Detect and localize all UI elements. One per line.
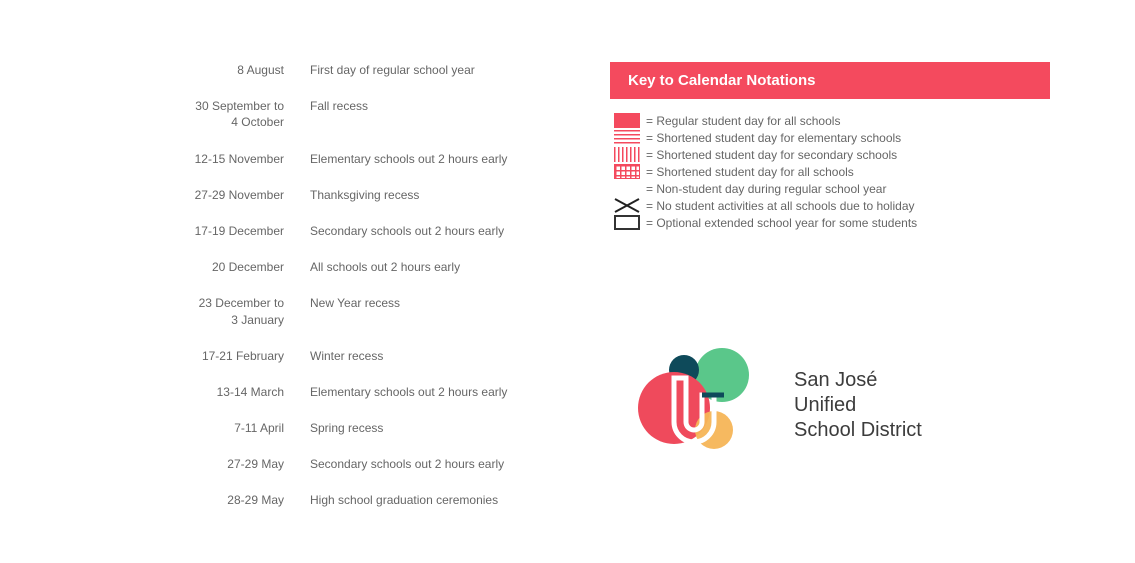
event-date: 13-14 March bbox=[0, 384, 310, 400]
event-row: 17-21 FebruaryWinter recess bbox=[0, 348, 560, 364]
event-row: 27-29 NovemberThanksgiving recess bbox=[0, 187, 560, 203]
key-item: = Shortened student day for elementary s… bbox=[610, 130, 1095, 145]
key-header: Key to Calendar Notations bbox=[610, 62, 1050, 99]
district-logo-block: San José Unified School District bbox=[624, 340, 922, 470]
event-description: Spring recess bbox=[310, 420, 560, 436]
key-item-label: = Non-student day during regular school … bbox=[646, 182, 886, 196]
key-item-label: = Optional extended school year for some… bbox=[646, 216, 917, 230]
key-item-label: = Shortened student day for elementary s… bbox=[646, 131, 901, 145]
district-logo-icon bbox=[624, 340, 774, 470]
key-swatch-grid bbox=[614, 164, 640, 179]
key-item-label: = Shortened student day for secondary sc… bbox=[646, 148, 897, 162]
event-date: 7-11 April bbox=[0, 420, 310, 436]
event-description: Secondary schools out 2 hours early bbox=[310, 456, 560, 472]
event-description: Fall recess bbox=[310, 98, 560, 130]
event-row: 20 DecemberAll schools out 2 hours early bbox=[0, 259, 560, 275]
key-item: = Non-student day during regular school … bbox=[610, 181, 1095, 196]
event-date: 17-21 February bbox=[0, 348, 310, 364]
logo-line-3: School District bbox=[794, 418, 922, 443]
key-swatch-vlines bbox=[614, 147, 640, 162]
logo-line-2: Unified bbox=[794, 393, 922, 418]
key-swatch-solid bbox=[614, 113, 640, 128]
key-swatch-outline bbox=[614, 215, 640, 230]
event-date: 30 September to4 October bbox=[0, 98, 310, 130]
key-item-label: = Regular student day for all schools bbox=[646, 114, 840, 128]
event-row: 23 December to3 JanuaryNew Year recess bbox=[0, 295, 560, 327]
event-description: All schools out 2 hours early bbox=[310, 259, 560, 275]
event-date: 12-15 November bbox=[0, 151, 310, 167]
event-date: 27-29 May bbox=[0, 456, 310, 472]
key-item-label: = Shortened student day for all schools bbox=[646, 165, 854, 179]
key-swatch-hlines bbox=[614, 130, 640, 145]
event-description: Winter recess bbox=[310, 348, 560, 364]
key-legend-list: = Regular student day for all schools = S… bbox=[610, 113, 1095, 230]
event-date: 8 August bbox=[0, 62, 310, 78]
event-description: New Year recess bbox=[310, 295, 560, 327]
calendar-events-list: 8 AugustFirst day of regular school year… bbox=[0, 0, 560, 563]
event-description: Thanksgiving recess bbox=[310, 187, 560, 203]
event-row: 30 September to4 OctoberFall recess bbox=[0, 98, 560, 130]
key-item: = Shortened student day for all schools bbox=[610, 164, 1095, 179]
district-logo-text: San José Unified School District bbox=[794, 368, 922, 443]
event-date: 20 December bbox=[0, 259, 310, 275]
logo-line-1: San José bbox=[794, 368, 922, 393]
key-item: = Shortened student day for secondary sc… bbox=[610, 147, 1095, 162]
event-row: 8 AugustFirst day of regular school year bbox=[0, 62, 560, 78]
event-row: 13-14 MarchElementary schools out 2 hour… bbox=[0, 384, 560, 400]
event-row: 17-19 DecemberSecondary schools out 2 ho… bbox=[0, 223, 560, 239]
event-row: 27-29 MaySecondary schools out 2 hours e… bbox=[0, 456, 560, 472]
event-date: 27-29 November bbox=[0, 187, 310, 203]
key-item: = No student activities at all schools d… bbox=[610, 198, 1095, 213]
event-row: 7-11 AprilSpring recess bbox=[0, 420, 560, 436]
key-swatch-empty bbox=[614, 181, 640, 196]
event-description: First day of regular school year bbox=[310, 62, 560, 78]
key-swatch-x bbox=[614, 198, 640, 213]
key-item-label: = No student activities at all schools d… bbox=[646, 199, 915, 213]
event-row: 28-29 MayHigh school graduation ceremoni… bbox=[0, 492, 560, 508]
event-date: 28-29 May bbox=[0, 492, 310, 508]
event-description: Elementary schools out 2 hours early bbox=[310, 384, 560, 400]
event-description: Elementary schools out 2 hours early bbox=[310, 151, 560, 167]
key-item: = Regular student day for all schools bbox=[610, 113, 1095, 128]
event-date: 17-19 December bbox=[0, 223, 310, 239]
event-description: Secondary schools out 2 hours early bbox=[310, 223, 560, 239]
event-row: 12-15 NovemberElementary schools out 2 h… bbox=[0, 151, 560, 167]
event-description: High school graduation ceremonies bbox=[310, 492, 560, 508]
event-date: 23 December to3 January bbox=[0, 295, 310, 327]
key-item: = Optional extended school year for some… bbox=[610, 215, 1095, 230]
